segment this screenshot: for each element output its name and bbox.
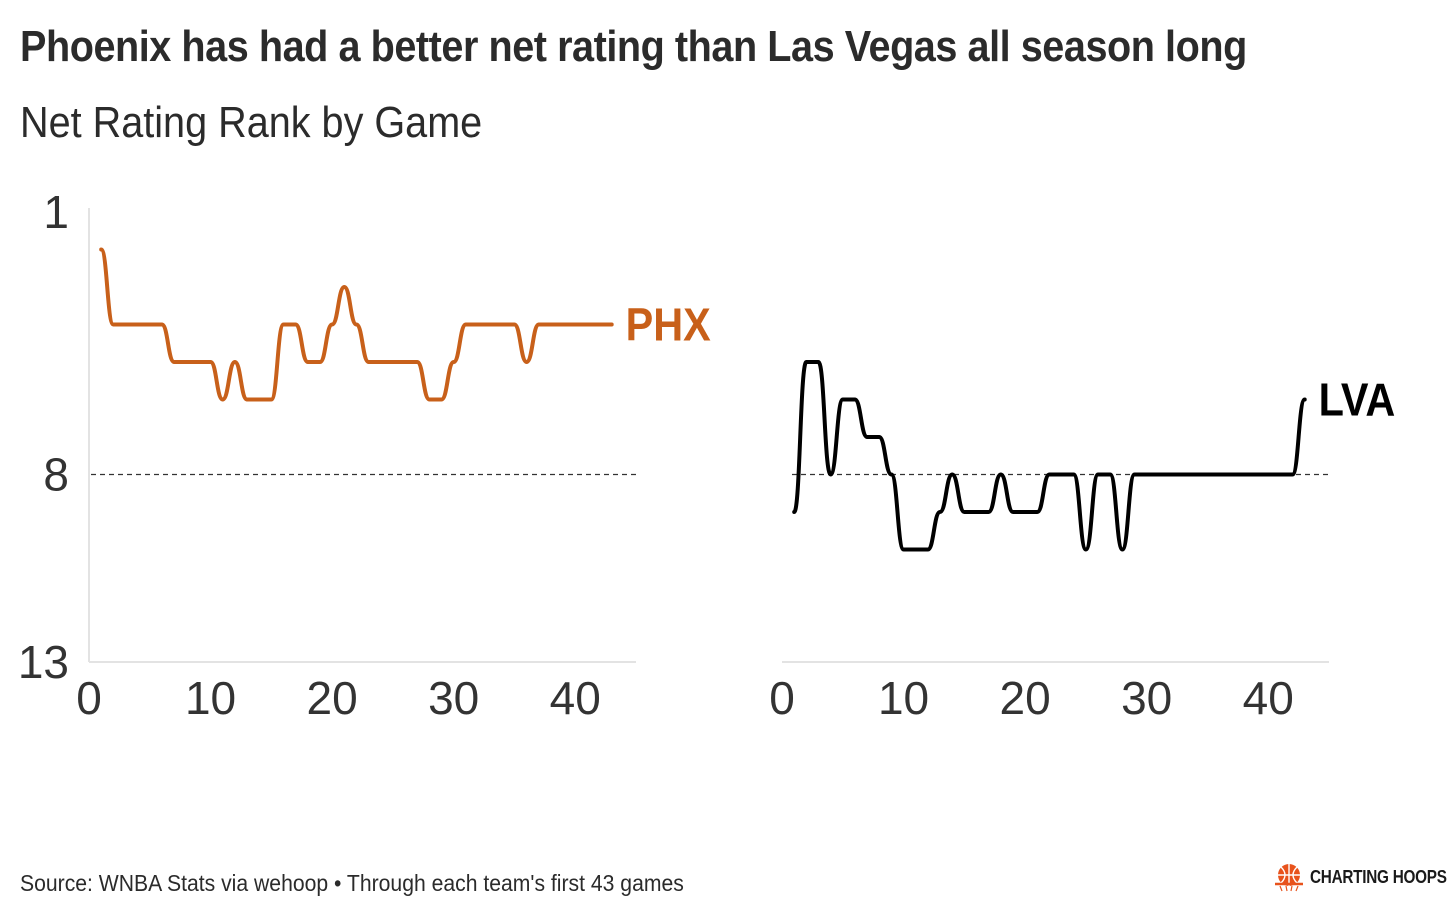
brand-name: CHARTING HOOPS	[1310, 866, 1447, 887]
basketball-icon	[1275, 864, 1303, 892]
series-line-lva	[792, 359, 1307, 552]
y-tick-label: 1	[43, 186, 69, 238]
y-tick-label: 8	[43, 449, 69, 501]
x-tick-label: 0	[769, 672, 795, 724]
x-tick-label: 30	[428, 672, 479, 724]
source-footnote: Source: WNBA Stats via wehoop • Through …	[20, 870, 684, 896]
x-tick-label: 30	[1121, 672, 1172, 724]
x-tick-label: 20	[307, 672, 358, 724]
x-tick-label: 10	[185, 672, 236, 724]
x-tick-label: 40	[1243, 672, 1294, 724]
x-tick-label: 0	[76, 672, 102, 724]
chart-title: Phoenix has had a better net rating than…	[20, 22, 1247, 71]
series-end-label-phx: PHX	[626, 300, 711, 352]
x-tick-label: 40	[550, 672, 601, 724]
brand-logo: CHARTING HOOPS	[1272, 862, 1456, 892]
chart-subtitle: Net Rating Rank by Game	[20, 98, 483, 147]
series-line-phx	[99, 247, 614, 402]
x-tick-label: 20	[1000, 672, 1051, 724]
y-tick-label: 13	[18, 636, 69, 688]
x-tick-label: 10	[878, 672, 929, 724]
series-end-label-lva: LVA	[1319, 375, 1396, 427]
